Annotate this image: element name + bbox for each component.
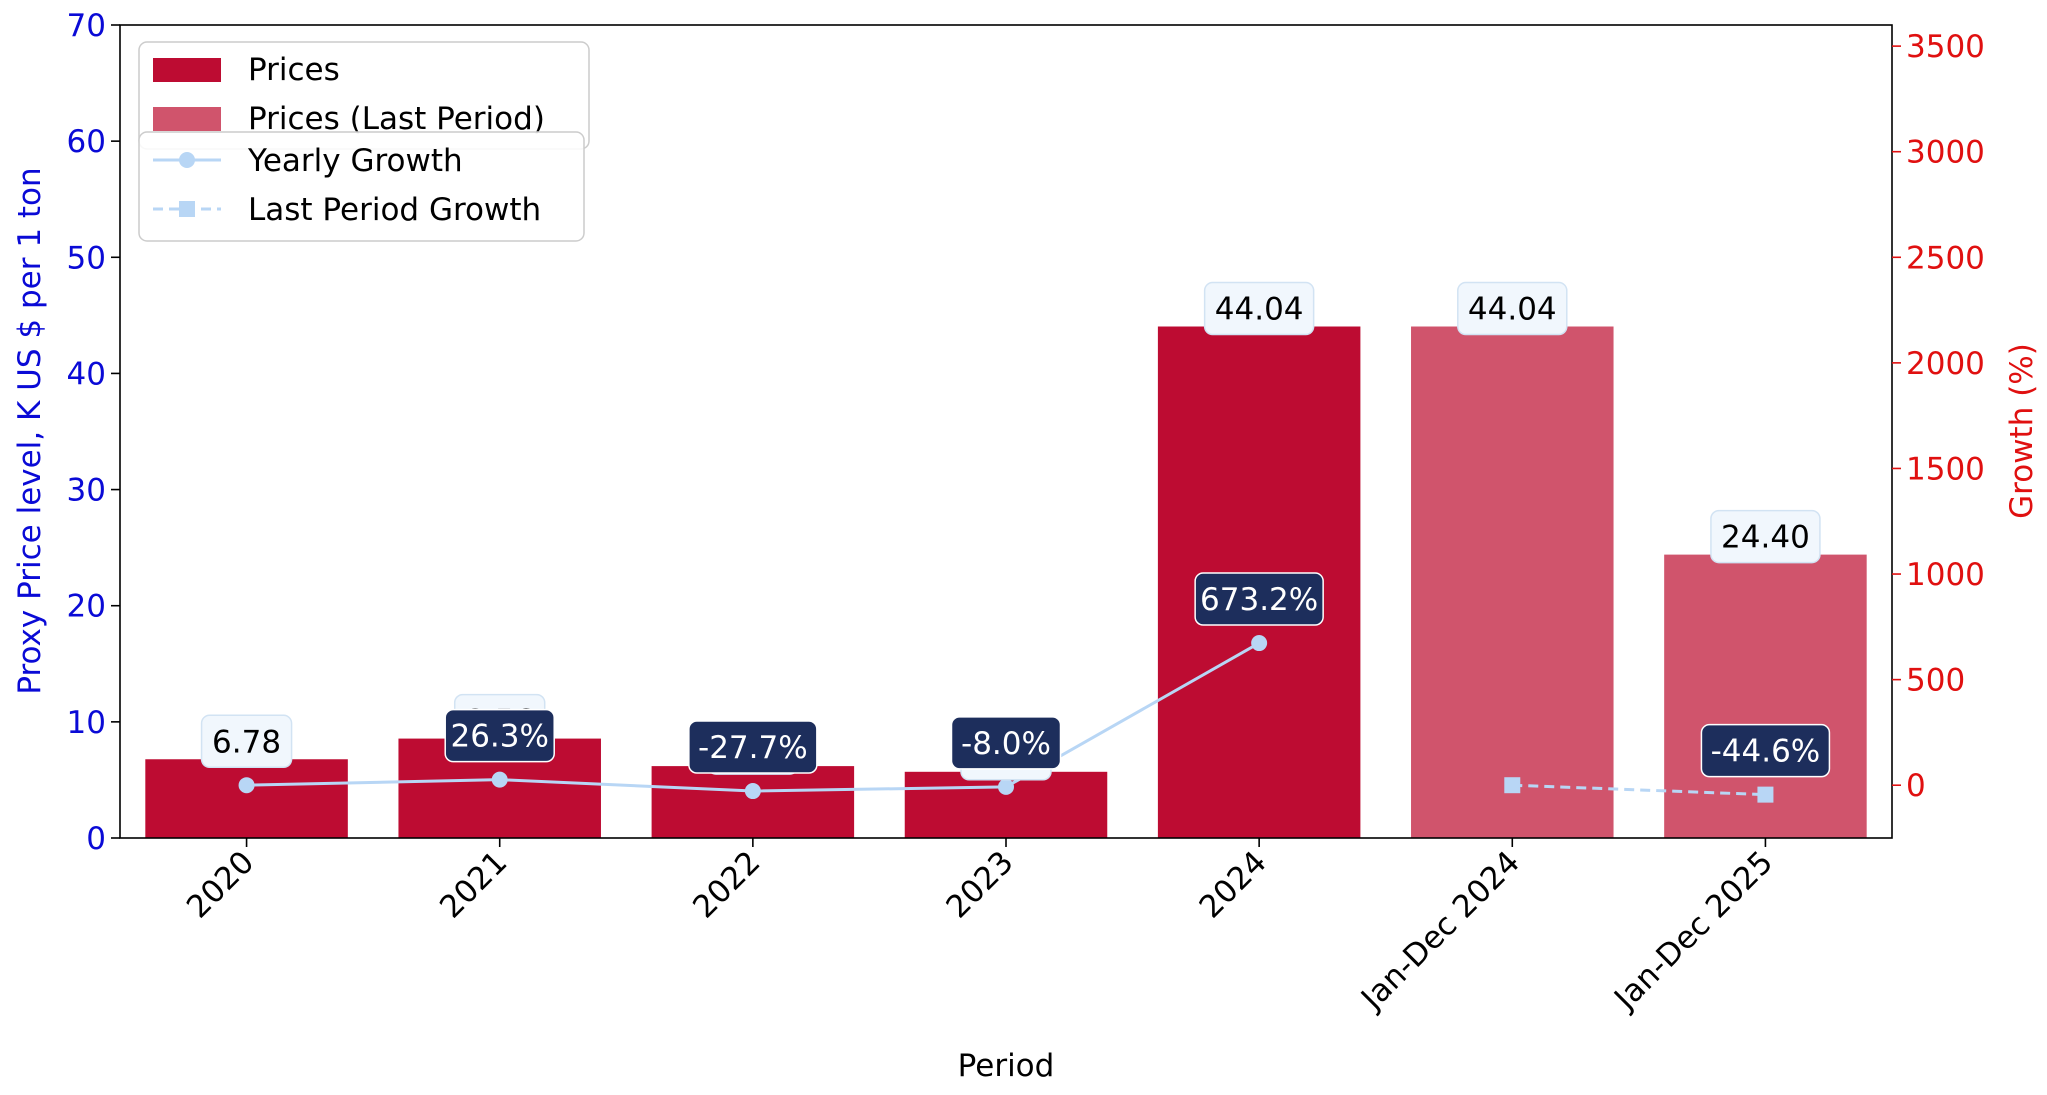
growth-label-last-period-growth-jan-dec-2025-text: -44.6% [1711, 734, 1821, 770]
bar-jan-dec-2024 [1411, 326, 1614, 838]
y-tick-label-2: 20 [67, 589, 106, 625]
price-label-jan-dec-2024-box [1457, 281, 1568, 336]
legend-label-yearly-growth: Yearly Growth [247, 143, 463, 179]
y2-tick-label-6: 3000 [1906, 135, 1985, 171]
point-last-period-growth-jan-dec-2024 [1504, 777, 1521, 794]
y2-tick-label-3: 1500 [1906, 451, 1985, 487]
price-label-jan-dec-2025: 24.40 [1710, 509, 1821, 564]
point-yearly-growth-2020 [238, 777, 255, 794]
x-tick-label-jan-dec-2025: Jan-Dec 2025 [1606, 844, 1780, 1018]
legend-lines: Yearly Growth Last Period Growth [138, 131, 585, 242]
growth-label-yearly-growth-2024-text: 673.2% [1200, 582, 1318, 618]
growth-label-yearly-growth-2021: 26.3% [444, 708, 555, 763]
y-tick-label-4: 40 [67, 356, 106, 392]
y2-tick-label-7: 3500 [1906, 29, 1985, 65]
price-label-2024: 44.04 [1203, 281, 1315, 336]
x-tick-label-2022: 2022 [686, 844, 767, 925]
price-label-jan-dec-2024: 44.04 [1457, 281, 1568, 336]
growth-label-yearly-growth-2021-text: 26.3% [450, 719, 548, 755]
price-label-2020: 6.78 [200, 714, 293, 769]
legend-swatch-prices-last-period [153, 107, 221, 131]
point-last-period-growth-jan-dec-2025 [1757, 786, 1774, 803]
price-label-jan-dec-2025-box [1710, 509, 1821, 564]
legend-marker-last-period-growth [179, 201, 195, 217]
growth-label-yearly-growth-2022: -27.7% [688, 720, 818, 774]
growth-label-last-period-growth-jan-dec-2025: -44.6% [1700, 723, 1831, 778]
y-tick-label-0: 0 [86, 821, 106, 857]
y2-tick-label-0: 0 [1906, 768, 1926, 804]
growth-lines-layer [238, 635, 1774, 803]
legend-lines-box [138, 131, 585, 242]
price-label-2020-box [200, 714, 293, 769]
price-label-2020-text: 6.78 [212, 724, 281, 760]
growth-label-yearly-growth-2023-text: -8.0% [961, 726, 1051, 762]
x-tick-label-jan-dec-2024: Jan-Dec 2024 [1353, 844, 1527, 1018]
y-tick-label-1: 10 [67, 705, 106, 741]
point-yearly-growth-2023 [998, 778, 1014, 795]
y2-tick-label-5: 2500 [1906, 240, 1985, 276]
y-axis-title: Proxy Price level, K US $ per 1 ton [12, 167, 48, 694]
point-yearly-growth-2022 [744, 783, 761, 800]
bar-2020 [145, 759, 348, 838]
legend-label-prices-last-period: Prices (Last Period) [248, 101, 545, 137]
price-label-jan-dec-2025-text: 24.40 [1721, 520, 1810, 556]
y2-tick-label-2: 1000 [1906, 557, 1985, 593]
growth-label-yearly-growth-2024: 673.2% [1194, 572, 1324, 626]
price-label-jan-dec-2024-text: 44.04 [1468, 292, 1557, 328]
x-axis-title: Period [958, 1048, 1055, 1084]
legend-label-last-period-growth: Last Period Growth [248, 192, 541, 228]
legend-swatch-prices [153, 58, 221, 82]
legend-label-prices: Prices [248, 52, 340, 88]
x-tick-label-2024: 2024 [1193, 844, 1274, 925]
x-tick-label-2020: 2020 [180, 844, 261, 925]
growth-labels-layer: 26.3% -27.7% -8.0% 673.2% -44.6% [444, 572, 1831, 778]
x-tick-label-2023: 2023 [939, 844, 1020, 925]
growth-label-yearly-growth-2022-box [688, 720, 818, 774]
growth-label-yearly-growth-2022-text: -27.7% [698, 730, 808, 766]
x-tick-label-2021: 2021 [433, 844, 514, 925]
y2-tick-label-1: 500 [1906, 663, 1965, 699]
growth-label-yearly-growth-2021-box [444, 708, 555, 763]
price-label-2024-text: 44.04 [1215, 292, 1304, 328]
growth-label-yearly-growth-2024-box [1194, 572, 1324, 626]
growth-label-last-period-growth-jan-dec-2025-box [1700, 723, 1831, 778]
growth-label-yearly-growth-2023: -8.0% [950, 716, 1062, 770]
point-yearly-growth-2024 [1251, 635, 1268, 652]
bar-2022 [651, 766, 855, 838]
y-tick-label-5: 50 [67, 240, 106, 276]
price-label-2024-box [1203, 281, 1315, 336]
legend-bars: Prices Prices (Last Period) [138, 41, 590, 150]
point-yearly-growth-2021 [491, 771, 508, 788]
y2-axis-title: Growth (%) [2004, 343, 2040, 519]
growth-label-yearly-growth-2023-box [950, 716, 1062, 770]
y2-tick-label-4: 2000 [1906, 346, 1985, 382]
y-tick-label-7: 70 [67, 8, 106, 44]
y-tick-label-6: 60 [67, 124, 106, 160]
legend-marker-yearly-growth [179, 152, 195, 168]
y-tick-label-3: 30 [67, 473, 106, 509]
line-last-period-growth [1512, 783, 1766, 797]
